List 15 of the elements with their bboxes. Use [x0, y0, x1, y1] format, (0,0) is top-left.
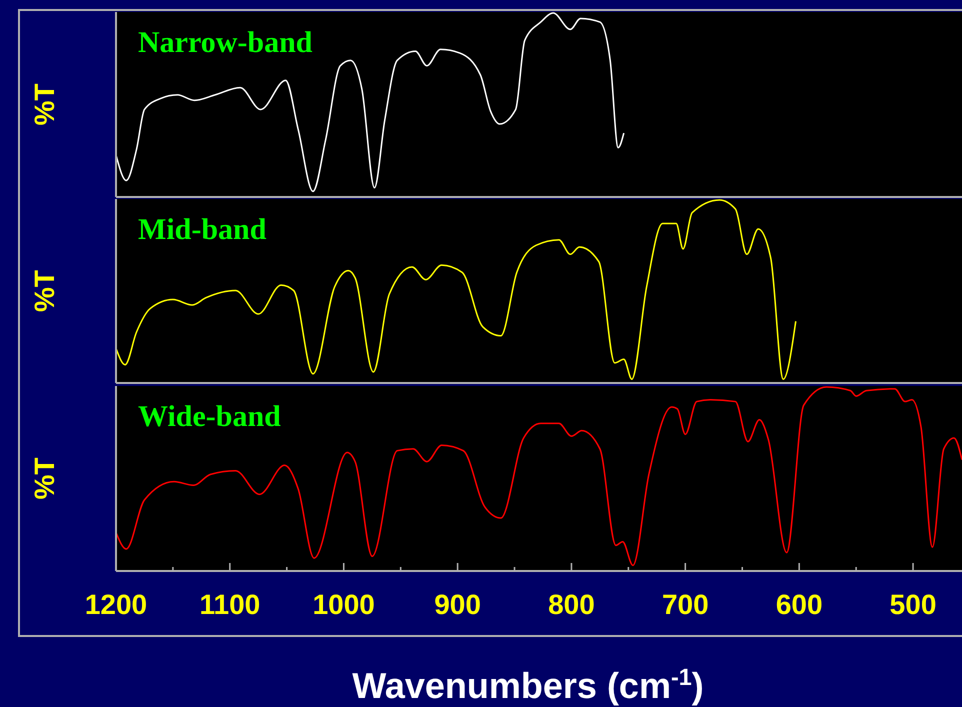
series-label: Mid-band [138, 213, 267, 246]
y-axis-title: %T [29, 458, 60, 500]
series-label: Narrow-band [138, 26, 313, 59]
y-axis-title: %T [29, 84, 60, 126]
x-axis-title: Wavenumbers (cm$^{-1}$) [352, 664, 704, 706]
y-axis-title: %T [29, 270, 60, 312]
x-tick-label: 500 [890, 589, 936, 620]
x-tick-label: 1000 [312, 589, 375, 620]
x-tick-label: 800 [548, 589, 595, 620]
x-tick-label: 900 [434, 589, 481, 620]
x-tick-label: 1100 [199, 589, 260, 620]
x-tick-label: 600 [776, 589, 823, 620]
series-label: Wide-band [138, 400, 282, 433]
x-tick-label: 1200 [84, 589, 148, 620]
x-tick-label: 700 [662, 589, 709, 620]
